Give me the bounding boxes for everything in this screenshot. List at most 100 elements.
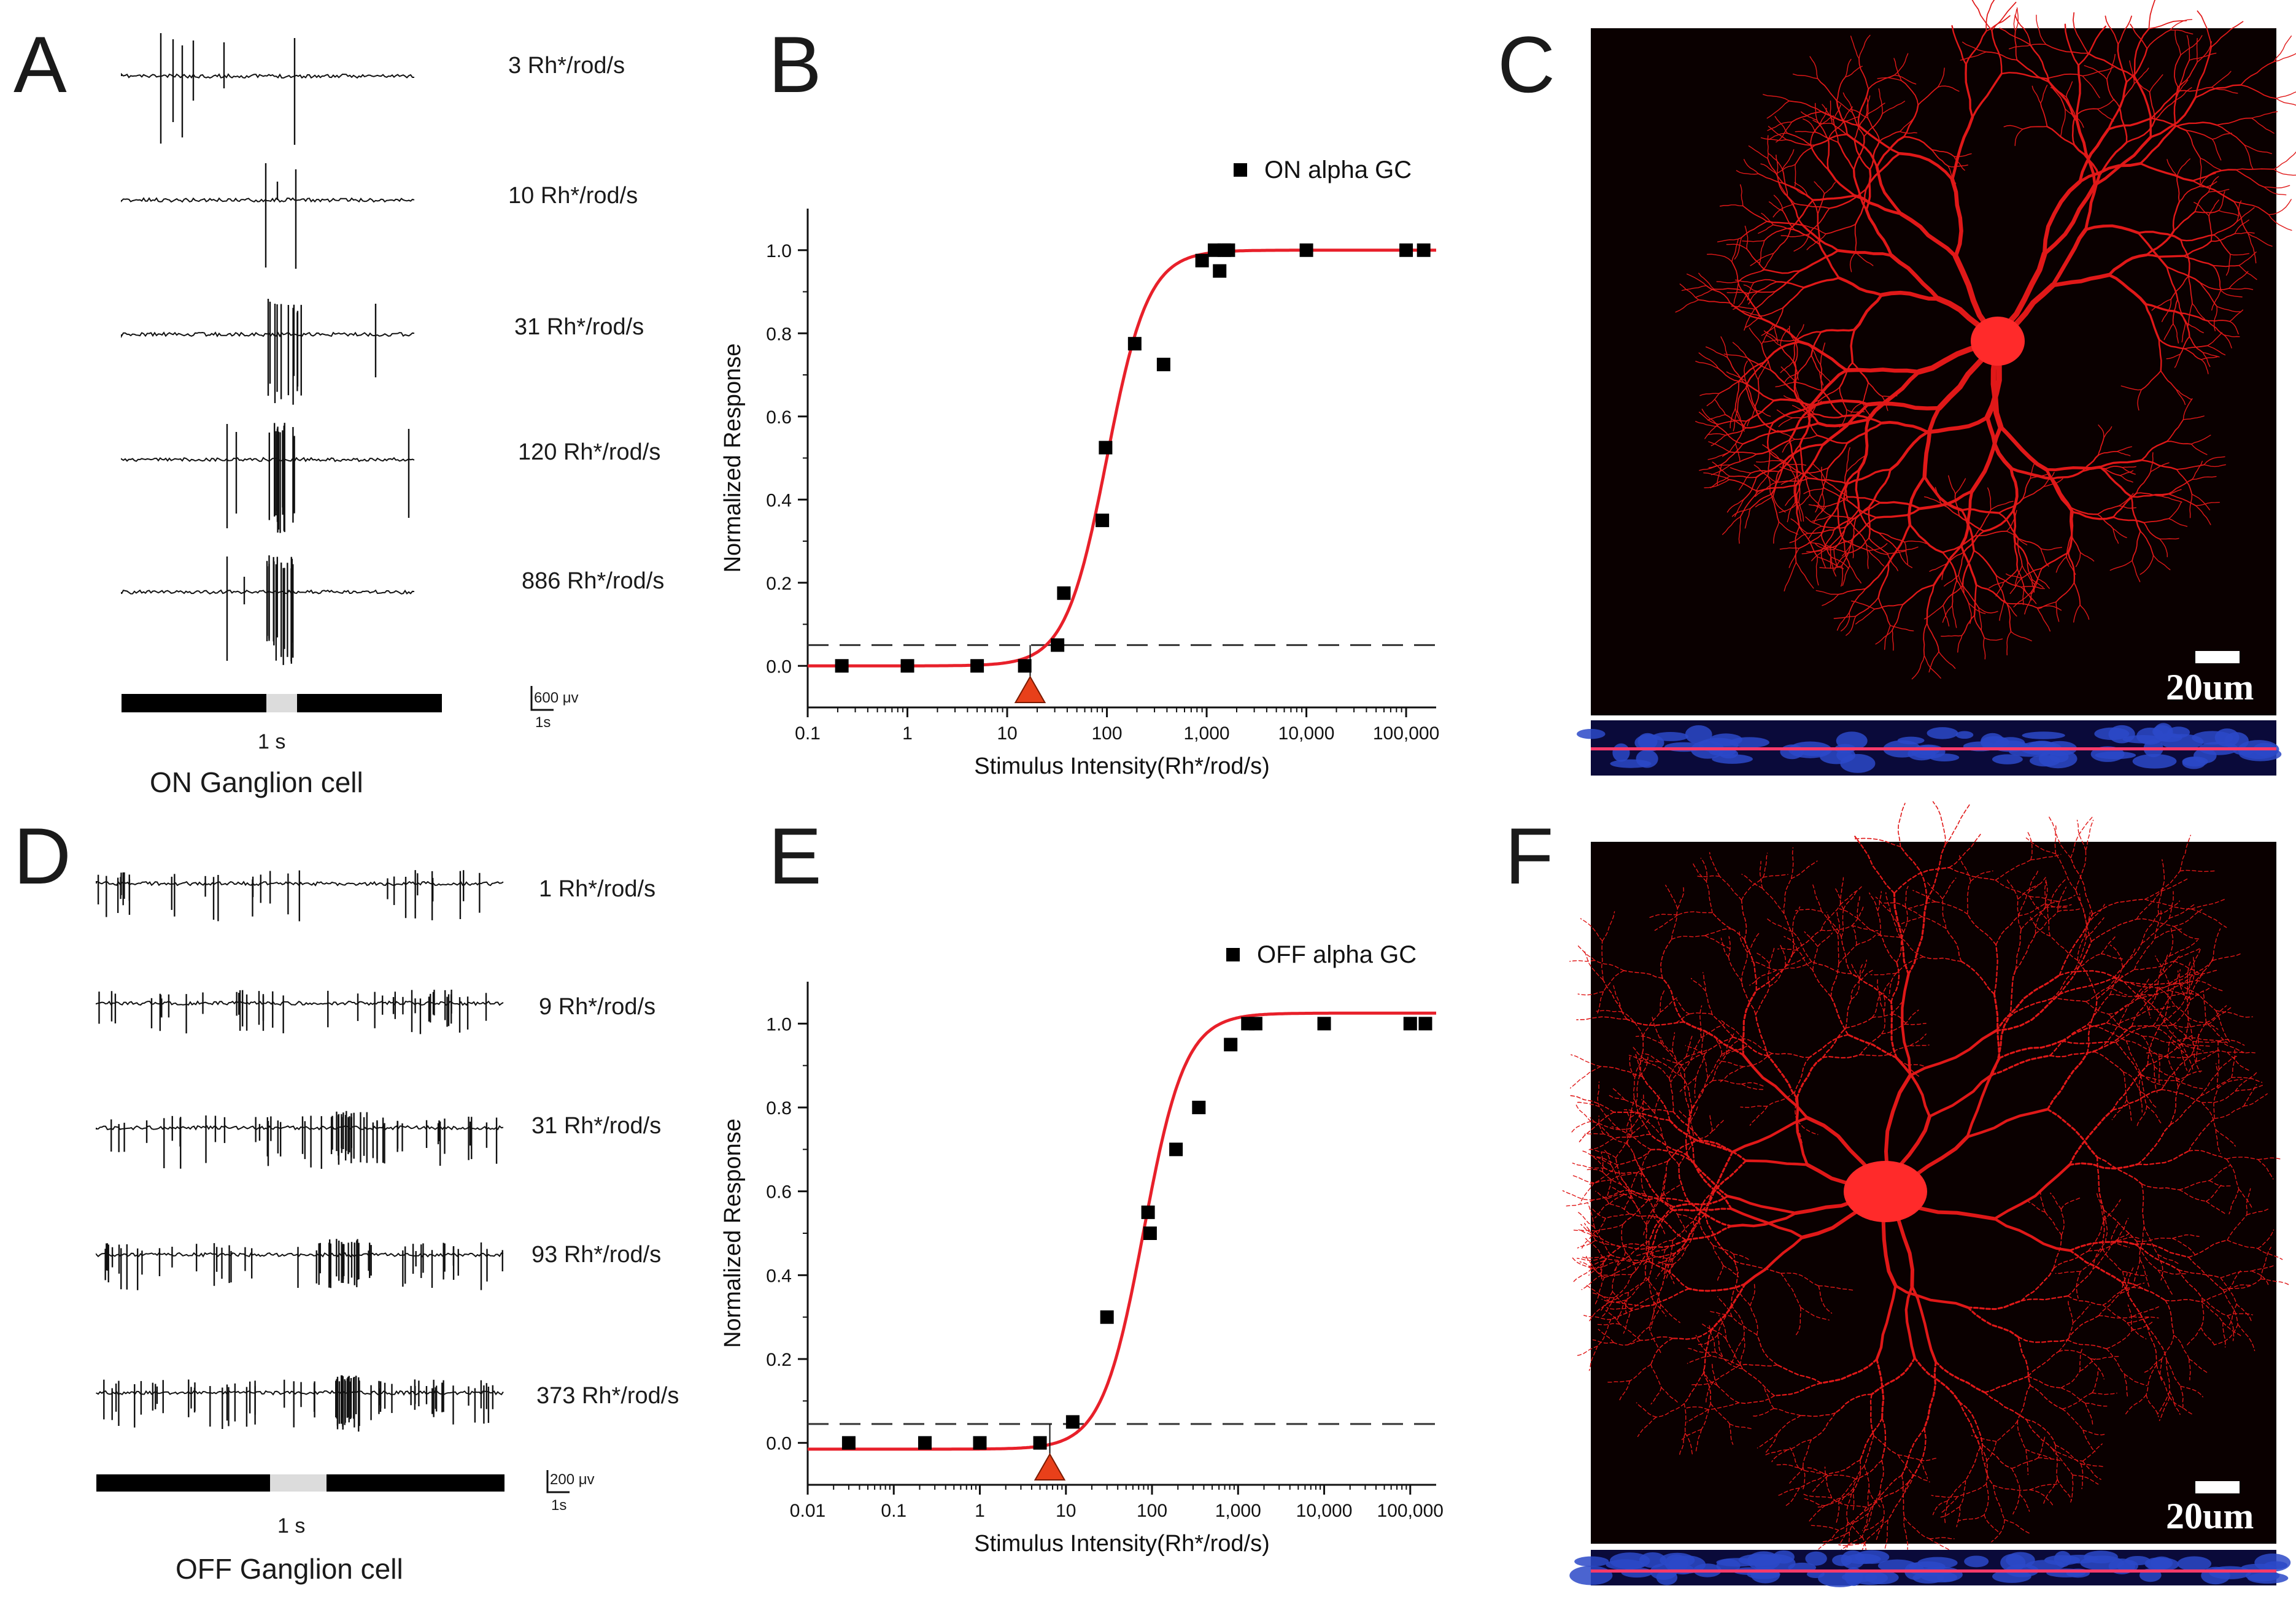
dendrite — [1666, 1247, 1687, 1259]
dendrite — [1738, 361, 1765, 382]
dendrite — [2273, 35, 2292, 63]
dendrite — [2121, 1281, 2148, 1327]
dendrite — [2122, 467, 2136, 475]
dendrite — [1625, 1326, 1650, 1347]
dendrite — [1803, 1439, 1812, 1468]
dendrite — [1855, 1460, 1882, 1480]
dendrite — [2240, 61, 2275, 86]
dendrite — [2027, 1350, 2060, 1377]
dendrite — [2190, 444, 2208, 455]
dendrite — [1720, 336, 1728, 358]
nucleus — [2209, 1566, 2251, 1579]
dendrite — [1590, 1121, 1620, 1130]
dendrite — [2182, 255, 2214, 267]
dendrite — [2146, 1325, 2168, 1361]
dendrite — [1759, 861, 1763, 889]
dendrite — [1857, 88, 1869, 126]
dendrite — [1799, 1474, 1827, 1488]
dendrite — [2122, 1071, 2141, 1092]
dendrite — [1620, 1177, 1632, 1200]
dendrite — [2092, 1244, 2112, 1269]
dendrite — [1991, 1519, 2005, 1542]
dendrite — [1704, 935, 1730, 949]
dendrite — [1951, 579, 1958, 607]
dendrite — [2157, 1254, 2180, 1265]
dendrite — [1842, 565, 1850, 586]
dendrite — [1698, 272, 1715, 290]
dendrite — [1861, 1536, 1871, 1564]
dendrite — [1789, 1447, 1799, 1468]
dendrite — [1928, 651, 1939, 672]
dendrite — [1610, 1292, 1629, 1303]
dendrite — [1631, 1198, 1647, 1225]
dendrite — [2004, 599, 2017, 617]
dendrite — [2031, 85, 2041, 104]
x-axis-label: Stimulus Intensity(Rh*/rod/s) — [974, 1531, 1270, 1557]
dendrite — [2112, 528, 2119, 544]
dendrite — [1728, 956, 1742, 982]
dendrite — [1745, 387, 1755, 410]
dendrite — [2102, 1304, 2128, 1323]
dendrite — [1580, 1223, 1597, 1237]
dendrite — [1993, 1485, 2030, 1491]
dendrite — [1722, 1038, 1744, 1057]
dendrite — [1719, 204, 1744, 207]
dendrite — [2130, 493, 2170, 498]
dendrite — [2166, 266, 2179, 301]
trace-label: 31 Rh*/rod/s — [531, 1113, 662, 1139]
dendrite — [1602, 970, 1625, 992]
dendrite — [1859, 1417, 1883, 1461]
dendrite — [2027, 561, 2039, 580]
dendrite — [1807, 542, 1828, 549]
dendrite — [2037, 578, 2050, 589]
dendrite — [1643, 1215, 1653, 1236]
dendrite — [2171, 970, 2179, 996]
dendrite — [1601, 1263, 1604, 1281]
dendrite — [1763, 874, 1788, 878]
dendrite — [2070, 1474, 2074, 1503]
dendrite — [1671, 1207, 1733, 1212]
dendrite — [1771, 1449, 1788, 1462]
dendrite — [1914, 1357, 1960, 1403]
nucleus — [1637, 733, 1658, 750]
spike-trace — [121, 33, 414, 145]
dendrite — [2182, 398, 2193, 420]
dendrite — [1619, 1129, 1652, 1150]
dendrite — [1790, 199, 1814, 229]
dendrite — [2207, 332, 2222, 347]
dendrite — [1795, 909, 1822, 912]
dendrite — [1776, 961, 1812, 971]
dendrite — [2207, 320, 2230, 322]
dendrite — [1962, 41, 1987, 53]
dendrite — [1796, 1121, 1803, 1146]
dendrite — [1923, 496, 1942, 504]
dendrite — [2055, 1444, 2058, 1480]
dendrite — [2146, 1106, 2163, 1125]
dendrite — [1648, 914, 1679, 918]
dendrite — [1853, 115, 1867, 141]
dendrite — [2106, 1022, 2144, 1037]
dendrite — [1802, 225, 1826, 234]
dendrite — [1830, 519, 1849, 546]
dendrite — [2022, 587, 2025, 606]
dendrite — [2172, 201, 2181, 232]
dendrite — [1749, 493, 1772, 509]
dendrite — [2038, 601, 2057, 609]
x-tick-label: 0.1 — [795, 723, 821, 744]
dendrite — [1887, 553, 1898, 571]
dendrite — [2132, 1259, 2141, 1285]
dendrite — [2214, 1323, 2238, 1346]
dendrite — [2227, 1052, 2250, 1071]
dendrite — [1830, 545, 1832, 569]
dendrite — [1820, 493, 1825, 514]
dendrite — [1830, 556, 1849, 569]
spike-trace — [121, 555, 415, 665]
dendrite — [1879, 131, 1901, 142]
dendrite — [1689, 1080, 1714, 1114]
dendrite — [2038, 1457, 2062, 1461]
dendrite — [1765, 1433, 1778, 1454]
dendrite — [1707, 414, 1726, 421]
dendrite — [1939, 1496, 1958, 1514]
dendrite — [1807, 400, 1822, 415]
dendrite — [2222, 1278, 2262, 1290]
